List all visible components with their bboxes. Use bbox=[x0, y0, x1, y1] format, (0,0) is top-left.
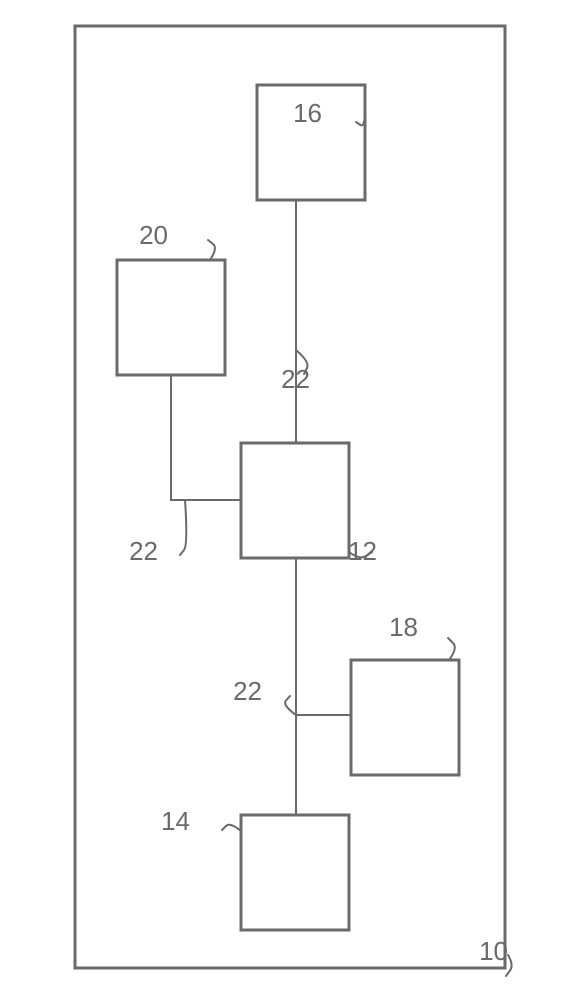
leader-l20 bbox=[208, 240, 215, 260]
leader-l22c bbox=[285, 696, 296, 715]
label-l22a: 22 bbox=[281, 364, 310, 394]
leader-l18 bbox=[448, 638, 455, 660]
leader-l14 bbox=[222, 825, 241, 831]
diagram-canvas: 10 14 18 22 12 22 22 20 16 bbox=[0, 0, 570, 1000]
label-l16: 16 bbox=[293, 98, 322, 128]
leader-l22b bbox=[180, 500, 186, 555]
label-l12: 12 bbox=[348, 536, 377, 566]
box-b12 bbox=[241, 443, 349, 558]
label-l22c: 22 bbox=[233, 676, 262, 706]
label-l10: 10 bbox=[479, 936, 508, 966]
diagram-svg: 10 14 18 22 12 22 22 20 16 bbox=[0, 0, 570, 1000]
label-l22b: 22 bbox=[129, 536, 158, 566]
box-b18 bbox=[351, 660, 459, 775]
label-l14: 14 bbox=[161, 806, 190, 836]
box-b20 bbox=[117, 260, 225, 375]
connector-3 bbox=[171, 375, 241, 500]
box-b14 bbox=[241, 815, 349, 930]
label-l20: 20 bbox=[139, 220, 168, 250]
label-l18: 18 bbox=[389, 612, 418, 642]
